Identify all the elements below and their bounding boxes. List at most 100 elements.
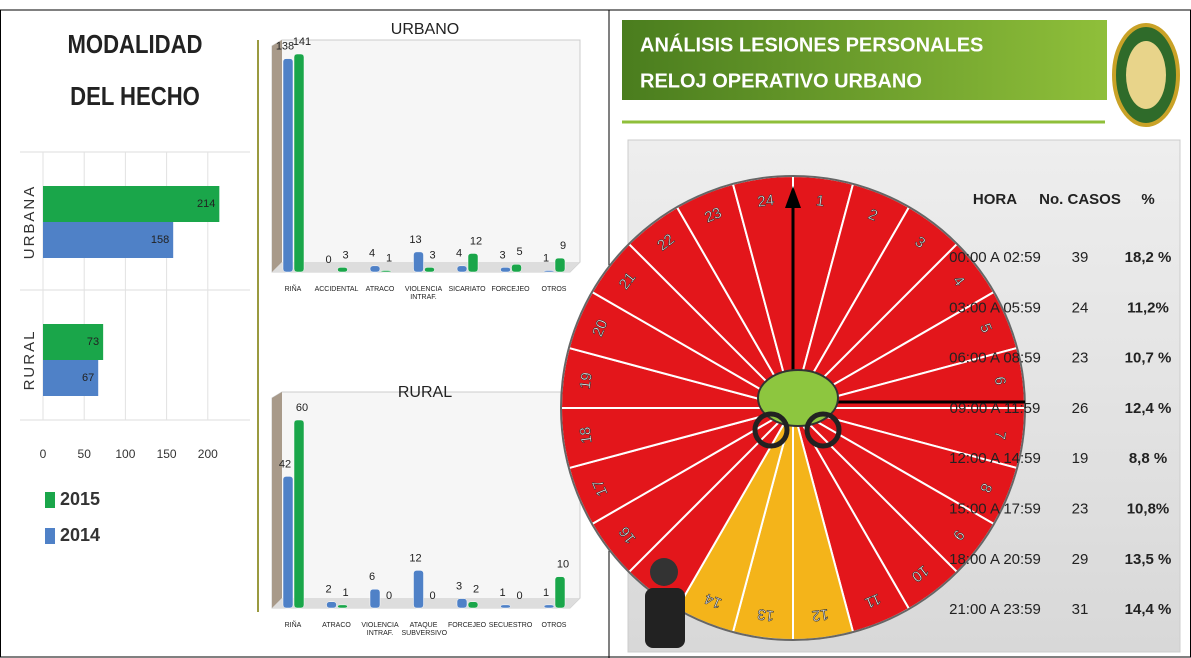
value-label: 4	[456, 248, 462, 260]
table-cell: 11,2%	[1127, 299, 1169, 316]
bar	[554, 576, 566, 609]
table-cell: 8,8 %	[1129, 450, 1167, 467]
bar	[380, 270, 392, 273]
clock-hour-label: 19	[577, 371, 596, 390]
value-label: 141	[293, 36, 311, 48]
x-tick-label: 150	[157, 447, 177, 461]
bar	[456, 265, 468, 273]
bar	[282, 58, 294, 273]
legend-swatch	[45, 528, 55, 544]
legend-label: 2015	[60, 489, 100, 509]
clock: 123456789101112131415161718192021222324	[559, 174, 1027, 642]
value-label: 10	[557, 559, 569, 571]
bar	[369, 588, 381, 609]
value-label: 1	[342, 587, 348, 599]
chart-wall	[271, 39, 581, 609]
clock-hour-label: 12	[811, 605, 830, 624]
bar	[543, 270, 555, 273]
clock-hour-label: 14	[702, 590, 724, 612]
table-cell: 14,4 %	[1125, 601, 1172, 618]
bar	[456, 598, 468, 609]
value-label: 158	[151, 234, 169, 246]
value-label: 0	[516, 590, 522, 602]
clock-hour-label: 23	[702, 204, 724, 226]
x-category-label: ATRACO	[365, 286, 395, 293]
value-label: 138	[276, 41, 294, 53]
bar	[500, 267, 511, 273]
bar	[369, 265, 381, 273]
clock-hour-label: 11	[862, 590, 883, 612]
table-cell: 10,7 %	[1125, 350, 1172, 367]
value-label: 1	[386, 252, 392, 264]
table-cell: 19	[1072, 450, 1089, 467]
value-label: 12	[409, 552, 421, 564]
motorcycle	[757, 369, 839, 427]
x-category-label: VIOLENCIA INTRAF.	[361, 622, 399, 637]
clock-hour-label: 18	[577, 426, 596, 445]
bar	[43, 222, 174, 258]
bar	[511, 264, 522, 273]
table-header: HORA	[973, 191, 1017, 208]
value-label: 1	[543, 587, 549, 599]
bar	[326, 601, 337, 609]
bar	[424, 267, 435, 273]
table-cell: 23	[1072, 500, 1089, 517]
bar	[337, 267, 348, 273]
value-label: 214	[197, 198, 215, 210]
x-category-label: ATRACO	[322, 622, 351, 629]
value-label: 2	[325, 584, 331, 596]
x-category-label: OTROS	[541, 622, 567, 629]
clock-hour-label: 17	[589, 477, 611, 499]
value-label: 9	[560, 240, 566, 252]
bar	[282, 476, 294, 609]
table-cell: 26	[1072, 400, 1089, 417]
legend-label: 2014	[60, 525, 100, 545]
table-cell: 12,4 %	[1125, 400, 1172, 417]
officer-figure	[645, 558, 685, 648]
motorcycle-wheel	[752, 411, 790, 449]
clock-hour-label: 7	[991, 430, 1009, 440]
x-category-label: OTROS	[541, 286, 567, 293]
x-category-label: ACCIDENTAL	[314, 286, 359, 293]
chart-title: MODALIDAD DEL HECHO	[67, 29, 203, 111]
value-label: 13	[409, 234, 421, 246]
x-category-label: VIOLENCIA INTRAF.	[404, 286, 443, 301]
header-title: ANÁLISIS LESIONES PERSONALES	[640, 33, 983, 56]
clock-hour-label: 1	[815, 192, 825, 210]
bar	[554, 257, 566, 273]
table-cell: 13,5 %	[1125, 551, 1172, 568]
bar	[467, 601, 479, 609]
table-cell: 10,8%	[1127, 500, 1170, 517]
bar	[467, 253, 479, 273]
x-category-label: RIÑA	[284, 286, 302, 293]
table-cell: 00:00 A 02:59	[949, 249, 1041, 266]
table-cell: 18,2 %	[1125, 249, 1172, 266]
clock-hour-label: 13	[756, 605, 775, 624]
value-label: 5	[516, 246, 522, 258]
bar	[293, 419, 305, 609]
table-cell: 03:00 A 05:59	[949, 299, 1041, 316]
table-cell: 39	[1072, 249, 1089, 266]
table-cell: 24	[1072, 299, 1089, 316]
value-label: 2	[473, 584, 479, 596]
header-band	[622, 20, 1107, 100]
x-tick-label: 200	[198, 447, 218, 461]
bar	[43, 324, 104, 360]
header-subtitle: RELOJ OPERATIVO URBANO	[640, 70, 922, 92]
value-label: 1	[543, 252, 549, 264]
value-label: 3	[499, 249, 505, 261]
table-cell: 06:00 A 08:59	[949, 350, 1041, 367]
table-header: No. CASOS	[1039, 191, 1121, 208]
chart-title: URBANO	[391, 21, 459, 38]
band-lines	[20, 151, 250, 421]
table-cell: 12:00 A 14:59	[949, 450, 1041, 467]
x-tick-label: 0	[40, 447, 47, 461]
value-label: 0	[325, 254, 331, 266]
table-cell: 09:00 A 11:59	[950, 400, 1041, 417]
logo	[1112, 23, 1180, 127]
value-label: 0	[429, 590, 435, 602]
clock-hour-label: 6	[991, 376, 1009, 386]
legend-swatch	[45, 492, 55, 508]
clock-hand-tip	[785, 186, 801, 208]
